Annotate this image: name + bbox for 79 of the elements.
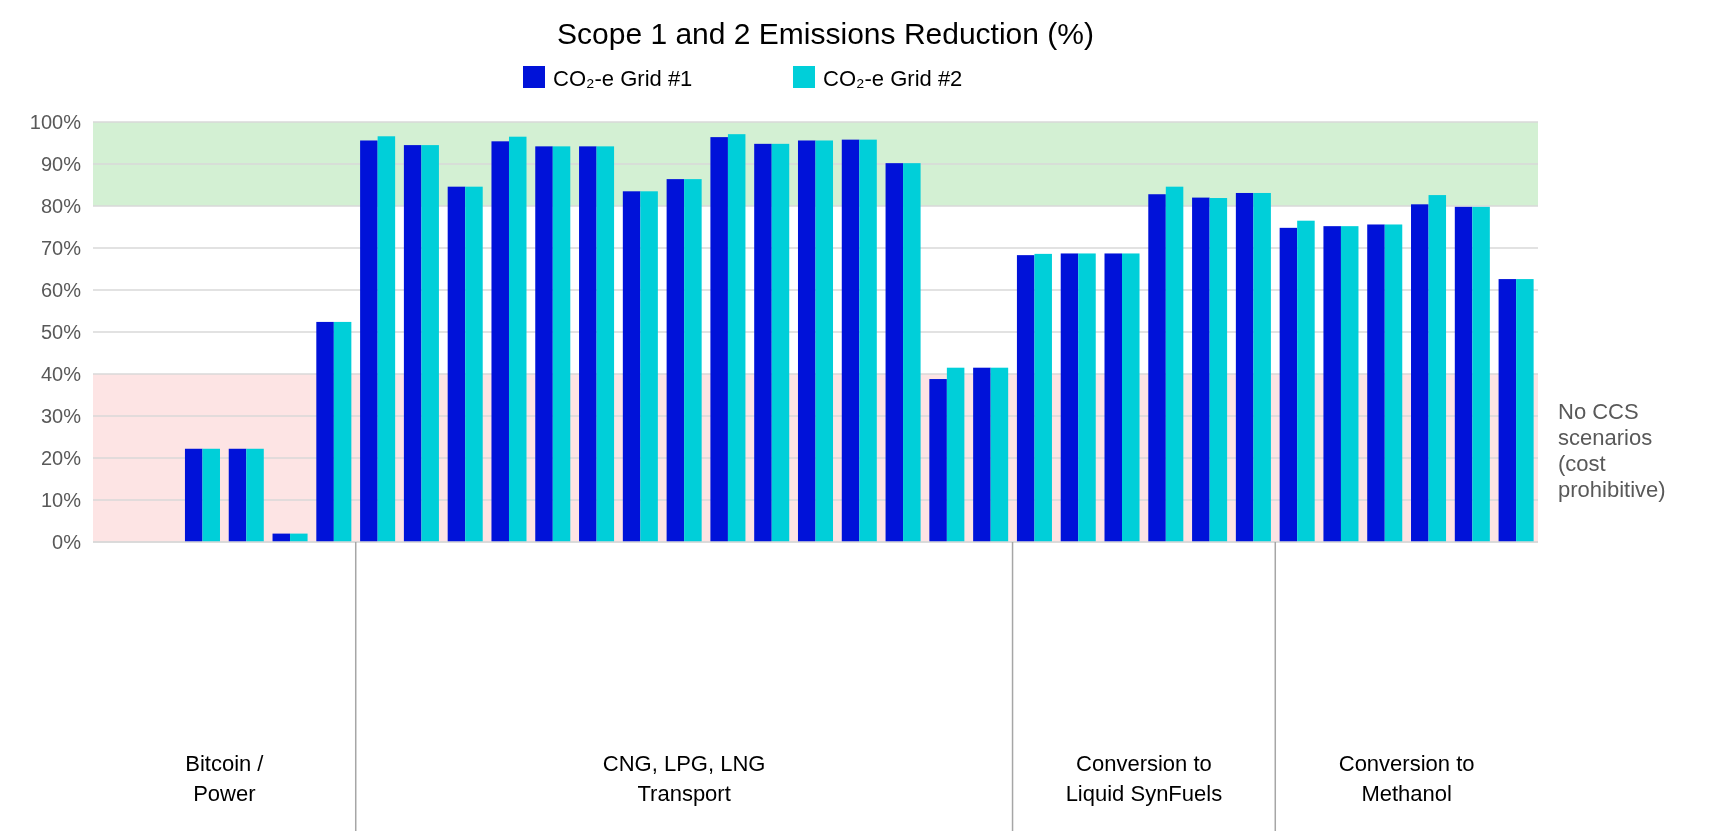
bar	[316, 321, 334, 542]
bar	[1297, 220, 1315, 542]
bar	[841, 139, 860, 542]
bar	[666, 179, 685, 542]
bar	[184, 448, 203, 542]
bar	[228, 448, 247, 542]
bar	[421, 145, 439, 542]
bar	[1209, 198, 1228, 542]
bar	[535, 146, 553, 542]
bar	[1148, 194, 1166, 542]
bar	[1279, 227, 1298, 542]
bar	[622, 191, 641, 542]
y-tick-label: 70%	[40, 237, 82, 259]
chart-title: Scope 1 and 2 Emissions Reduction (%)	[557, 17, 1094, 50]
y-tick-label: 50%	[40, 321, 82, 343]
bar	[990, 367, 1009, 542]
bar	[859, 139, 877, 542]
bar	[491, 141, 509, 542]
bar	[360, 140, 378, 542]
bar	[929, 379, 947, 542]
text: Conversion to Liquid SynFuels	[1065, 751, 1223, 806]
bar	[552, 146, 571, 542]
y-tick-label: 40%	[40, 363, 82, 385]
bar	[465, 186, 483, 542]
text: Conversion to Methanol	[1338, 751, 1475, 806]
y-tick-label: 100%	[29, 111, 82, 133]
text: CNG, LPG, LNG Transport	[602, 751, 766, 806]
bar	[754, 143, 772, 542]
bar	[202, 448, 220, 542]
text: Bitcoin / Power	[185, 751, 265, 806]
legend-label: CO₂-e Grid #2	[823, 65, 963, 91]
y-tick-label: 90%	[40, 153, 82, 175]
band-label: No CCS scenarios (cost prohibitive)	[1558, 399, 1666, 502]
bar	[377, 136, 396, 542]
y-tick-label: 30%	[40, 405, 82, 427]
bar	[1104, 253, 1123, 542]
bar	[1384, 224, 1403, 542]
bar	[579, 146, 597, 542]
bar	[1411, 204, 1429, 542]
bar	[684, 179, 702, 542]
y-tick-label: 80%	[40, 195, 82, 217]
bar	[246, 448, 264, 542]
bar	[727, 134, 746, 542]
bar	[885, 163, 904, 542]
bar	[1472, 206, 1490, 542]
bar	[1253, 192, 1271, 542]
bar	[508, 136, 527, 542]
bar	[1454, 206, 1473, 542]
bar	[771, 143, 790, 542]
bar	[815, 140, 834, 542]
bar	[1122, 253, 1140, 542]
bar	[1078, 253, 1096, 542]
bar	[1016, 255, 1035, 542]
bar	[1516, 279, 1534, 542]
bar	[1235, 192, 1254, 542]
bar	[797, 140, 816, 542]
bar	[1060, 253, 1079, 542]
bar	[1165, 186, 1184, 542]
legend-label: CO₂-e Grid #1	[553, 65, 693, 91]
bar	[333, 321, 352, 542]
bar	[1192, 197, 1210, 542]
y-tick-label: 60%	[40, 279, 82, 301]
bar	[973, 367, 991, 542]
bar	[1340, 226, 1359, 542]
y-tick-label: 10%	[40, 489, 82, 511]
bar	[1034, 253, 1052, 542]
bar	[1367, 224, 1385, 542]
bar	[596, 146, 615, 542]
bar	[946, 367, 965, 542]
bar	[403, 145, 422, 542]
y-tick-label: 20%	[40, 447, 82, 469]
bar	[640, 191, 658, 542]
bar	[1323, 226, 1341, 542]
bar	[447, 186, 466, 542]
y-tick-label: 0%	[52, 531, 82, 553]
bar	[710, 137, 728, 542]
bar	[903, 163, 921, 542]
bar	[1428, 195, 1447, 542]
bar	[1498, 279, 1517, 542]
